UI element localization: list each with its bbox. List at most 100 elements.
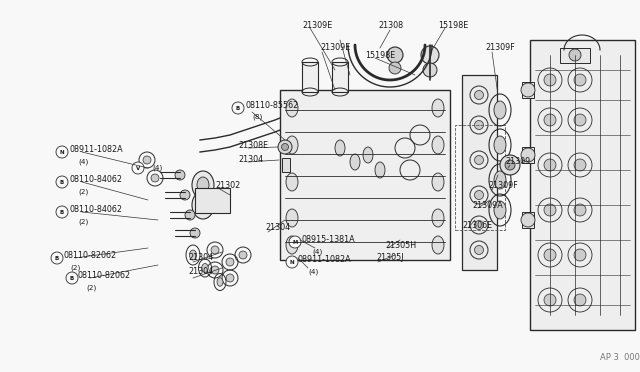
- Ellipse shape: [286, 99, 298, 117]
- Circle shape: [289, 236, 301, 248]
- Circle shape: [387, 47, 403, 63]
- Circle shape: [282, 144, 289, 151]
- Circle shape: [574, 204, 586, 216]
- Ellipse shape: [197, 177, 209, 193]
- Text: V: V: [136, 166, 140, 170]
- Circle shape: [574, 159, 586, 171]
- Circle shape: [185, 210, 195, 220]
- Ellipse shape: [217, 278, 223, 286]
- Bar: [282, 158, 290, 172]
- Circle shape: [151, 174, 159, 182]
- Text: (2): (2): [78, 219, 88, 225]
- Text: 15198E: 15198E: [365, 51, 396, 60]
- Circle shape: [56, 146, 68, 158]
- Bar: [455, 125, 505, 230]
- Circle shape: [474, 190, 483, 199]
- Circle shape: [232, 102, 244, 114]
- Text: 21309A: 21309A: [472, 201, 503, 209]
- Text: 21308E: 21308E: [238, 141, 268, 150]
- Circle shape: [521, 148, 535, 162]
- Text: 08110-82062: 08110-82062: [63, 251, 116, 260]
- Bar: [522, 147, 534, 163]
- Circle shape: [574, 249, 586, 261]
- Text: 21308: 21308: [378, 20, 403, 29]
- Text: 08915-1381A: 08915-1381A: [302, 235, 356, 244]
- Text: (4): (4): [312, 249, 323, 255]
- Circle shape: [544, 74, 556, 86]
- Circle shape: [211, 246, 219, 254]
- Circle shape: [544, 294, 556, 306]
- Ellipse shape: [494, 171, 506, 189]
- Circle shape: [505, 160, 515, 170]
- Circle shape: [389, 62, 401, 74]
- Text: AP 3  0009: AP 3 0009: [600, 353, 640, 362]
- Text: B: B: [60, 180, 64, 185]
- Circle shape: [500, 155, 520, 175]
- Circle shape: [278, 140, 292, 154]
- Ellipse shape: [375, 162, 385, 178]
- Ellipse shape: [286, 236, 298, 254]
- Circle shape: [56, 176, 68, 188]
- Circle shape: [239, 251, 247, 259]
- Text: 08911-1082A: 08911-1082A: [298, 256, 351, 264]
- Ellipse shape: [192, 171, 214, 199]
- Ellipse shape: [286, 136, 298, 154]
- Text: 21309F: 21309F: [488, 180, 518, 189]
- Circle shape: [569, 49, 581, 61]
- Circle shape: [286, 256, 298, 268]
- Ellipse shape: [432, 173, 444, 191]
- Text: 21304: 21304: [265, 224, 290, 232]
- Bar: [280, 90, 450, 260]
- Text: B: B: [60, 209, 64, 215]
- Text: M: M: [292, 240, 298, 244]
- Circle shape: [544, 204, 556, 216]
- Text: N: N: [60, 150, 64, 154]
- Circle shape: [56, 206, 68, 218]
- Circle shape: [574, 74, 586, 86]
- Circle shape: [180, 190, 190, 200]
- Circle shape: [521, 83, 535, 97]
- Text: (4): (4): [308, 269, 318, 275]
- Circle shape: [474, 90, 483, 99]
- Ellipse shape: [286, 209, 298, 227]
- Circle shape: [474, 221, 483, 230]
- Bar: [560, 48, 590, 63]
- Circle shape: [544, 114, 556, 126]
- Ellipse shape: [192, 191, 214, 219]
- Text: (2): (2): [78, 189, 88, 195]
- Circle shape: [132, 162, 144, 174]
- Ellipse shape: [494, 101, 506, 119]
- Ellipse shape: [432, 99, 444, 117]
- Bar: [530, 40, 635, 330]
- Text: 21309: 21309: [505, 157, 531, 167]
- Circle shape: [211, 266, 219, 274]
- Circle shape: [423, 63, 437, 77]
- Ellipse shape: [202, 263, 208, 273]
- Ellipse shape: [197, 197, 209, 213]
- Ellipse shape: [286, 173, 298, 191]
- Circle shape: [474, 155, 483, 164]
- Text: 21309E: 21309E: [320, 44, 350, 52]
- Circle shape: [474, 246, 483, 254]
- Circle shape: [544, 249, 556, 261]
- Text: 21302: 21302: [215, 180, 240, 189]
- Bar: [522, 212, 534, 228]
- Ellipse shape: [432, 209, 444, 227]
- Text: 08110-82062: 08110-82062: [78, 272, 131, 280]
- Text: 21304: 21304: [238, 155, 263, 164]
- Circle shape: [521, 213, 535, 227]
- Ellipse shape: [432, 136, 444, 154]
- Ellipse shape: [363, 147, 373, 163]
- Text: (4): (4): [78, 159, 88, 165]
- Circle shape: [51, 252, 63, 264]
- Text: B: B: [70, 276, 74, 280]
- Ellipse shape: [494, 201, 506, 219]
- Circle shape: [175, 170, 185, 180]
- Circle shape: [474, 121, 483, 129]
- Text: 08110-84062: 08110-84062: [70, 176, 123, 185]
- Circle shape: [574, 114, 586, 126]
- Text: 21304: 21304: [188, 267, 213, 276]
- Ellipse shape: [350, 154, 360, 170]
- Text: (2): (2): [70, 265, 80, 271]
- Bar: [195, 188, 230, 213]
